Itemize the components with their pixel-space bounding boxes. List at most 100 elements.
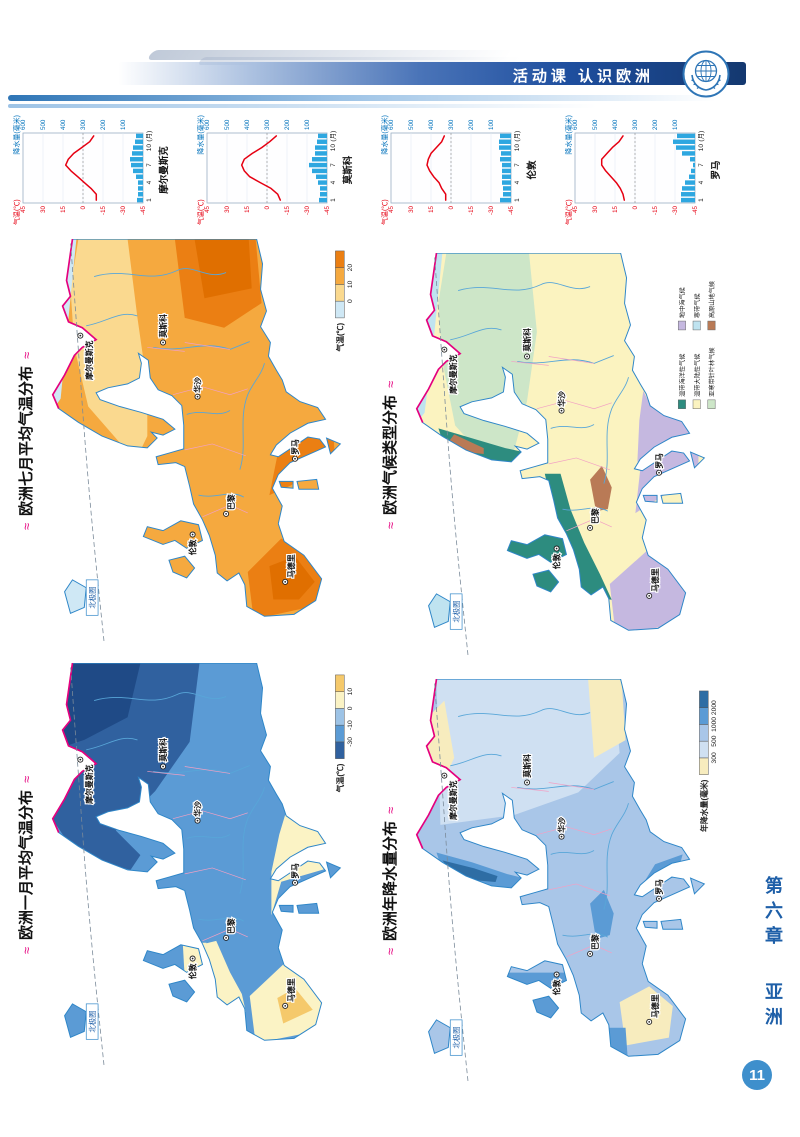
svg-text:500: 500: [592, 119, 599, 130]
svg-text:巴黎: 巴黎: [226, 918, 236, 934]
map-climate-canvas: 北极圈 摩尔曼斯克 莫斯科 华沙 伦敦 巴黎 罗马 马德里 温带海洋性气候 温带大陆性气候 亚寒带针…: [401, 253, 726, 657]
svg-text:莫斯科: 莫斯科: [522, 328, 532, 353]
climate-chart-block-3: 气温(℃) 降水量(毫米) 45 600 30 500 15 400 0 300 -15 200 -30…: [377, 112, 561, 228]
climate-chart-block-1: 气温(℃) 降水量(毫米) 45 600 30 500 15 400 0 300 -15 200 -30…: [9, 112, 193, 228]
header-title: 活动课 认识欧洲: [512, 68, 654, 85]
title-decoration: ≈: [383, 806, 398, 814]
svg-text:巴黎: 巴黎: [590, 934, 600, 950]
climate-chart-london: 气温(℃) 降水量(毫米) 45 600 30 500 15 400 0 300 -15 200 -30…: [377, 112, 561, 228]
svg-text:华沙: 华沙: [556, 817, 566, 833]
map-july-title: ≈ 欧洲七月平均气温分布 ≈: [16, 239, 37, 643]
svg-text:200: 200: [100, 119, 107, 130]
climate-chart-block-4: 气温(℃) 降水量(毫米) 45 600 30 500 15 400 0 300 -15 200 -30…: [561, 112, 745, 228]
svg-text:45: 45: [572, 205, 579, 212]
header-bar: 活动课 认识欧洲: [118, 62, 746, 85]
svg-text:500: 500: [711, 735, 718, 746]
svg-text:巴黎: 巴黎: [226, 494, 236, 510]
svg-text:10: 10: [514, 144, 521, 152]
svg-text:伦敦: 伦敦: [526, 160, 538, 180]
svg-text:高原山地气候: 高原山地气候: [708, 281, 716, 318]
svg-text:莫斯科: 莫斯科: [158, 314, 168, 339]
decorative-rule-top: [8, 95, 746, 101]
svg-text:(月): (月): [145, 131, 153, 142]
svg-text:伦敦: 伦敦: [552, 979, 562, 995]
svg-text:伦敦: 伦敦: [188, 963, 198, 979]
svg-text:400: 400: [60, 119, 67, 130]
svg-text:亚寒带针叶林气候: 亚寒带针叶林气候: [708, 347, 716, 397]
svg-text:气温(℃): 气温(℃): [196, 199, 205, 225]
svg-text:1: 1: [514, 198, 521, 202]
svg-text:10: 10: [347, 688, 354, 696]
svg-text:-30: -30: [347, 737, 354, 747]
svg-text:400: 400: [428, 119, 435, 130]
svg-text:莫斯科: 莫斯科: [342, 155, 354, 185]
svg-text:罗马: 罗马: [711, 160, 722, 179]
decorative-rule-bottom: [8, 104, 648, 108]
un-emblem-icon: [682, 50, 730, 98]
svg-text:摩尔曼斯克: 摩尔曼斯克: [84, 340, 94, 379]
climate-chart-murmansk: 气温(℃) 降水量(毫米) 45 600 30 500 15 400 0 300 -15 200 -30…: [9, 112, 193, 228]
map-climate-title: ≈ 欧洲气候类型分布 ≈: [380, 253, 401, 657]
chapter-label: 第六章: [763, 876, 783, 951]
title-decoration: ≈: [19, 351, 34, 359]
svg-text:马德里: 马德里: [286, 978, 296, 1002]
svg-text:30: 30: [408, 205, 415, 212]
svg-text:7: 7: [146, 163, 153, 167]
svg-text:4: 4: [698, 180, 705, 184]
svg-text:降水量(毫米): 降水量(毫米): [564, 115, 573, 155]
svg-text:1000: 1000: [711, 717, 718, 732]
svg-text:-45: -45: [692, 205, 699, 215]
svg-text:300: 300: [632, 119, 639, 130]
svg-text:巴黎: 巴黎: [590, 508, 600, 524]
svg-text:温带大陆性气候: 温带大陆性气候: [693, 354, 701, 397]
svg-text:北极圈: 北极圈: [88, 1011, 97, 1033]
svg-text:气温(℃): 气温(℃): [12, 199, 21, 225]
svg-text:气温(℃): 气温(℃): [564, 199, 573, 225]
title-decoration: ≈: [383, 380, 398, 388]
svg-text:200: 200: [468, 119, 475, 130]
svg-text:气温(℃): 气温(℃): [380, 199, 389, 225]
svg-text:温带海洋性气候: 温带海洋性气候: [679, 354, 687, 397]
svg-text:30: 30: [224, 205, 231, 212]
svg-text:降水量(毫米): 降水量(毫米): [196, 115, 205, 155]
svg-text:7: 7: [698, 163, 705, 167]
title-decoration: ≈: [383, 948, 398, 956]
svg-text:300: 300: [448, 119, 455, 130]
svg-text:45: 45: [20, 205, 27, 212]
map-july-block: ≈ 欧洲七月平均气温分布 ≈ 北极圈 摩尔曼斯克 莫斯科 华沙 伦敦 巴黎 罗马 马德里 0 10 20…: [16, 239, 362, 643]
svg-text:华沙: 华沙: [192, 801, 202, 817]
svg-text:气温(℃): 气温(℃): [335, 763, 345, 793]
svg-text:45: 45: [204, 205, 211, 212]
svg-text:年降水量(毫米): 年降水量(毫米): [699, 779, 709, 832]
svg-text:-30: -30: [304, 205, 311, 215]
svg-text:北极圈: 北极圈: [88, 587, 97, 609]
map-precip-block: ≈ 欧洲年降水量分布 ≈ 北极圈 摩尔曼斯克 莫斯科 华沙 伦敦 巴黎 罗马 马德里 300 500 1…: [380, 679, 726, 1083]
svg-text:1: 1: [698, 198, 705, 202]
svg-text:200: 200: [652, 119, 659, 130]
svg-text:罗马: 罗马: [291, 439, 300, 455]
svg-text:北极圈: 北极圈: [452, 601, 461, 623]
map-climate-block: ≈ 欧洲气候类型分布 ≈ 北极圈 摩尔曼斯克 莫斯科 华沙 伦敦 巴黎 罗马 马德里 温带海洋性气候…: [380, 253, 726, 657]
svg-text:气温(℃): 气温(℃): [335, 322, 345, 352]
svg-text:莫斯科: 莫斯科: [522, 754, 532, 779]
svg-text:500: 500: [40, 119, 47, 130]
svg-text:100: 100: [304, 119, 311, 130]
svg-text:-10: -10: [347, 720, 354, 730]
svg-text:100: 100: [672, 119, 679, 130]
svg-text:0: 0: [264, 205, 271, 209]
map-january-block: ≈ 欧洲一月平均气温分布 ≈ 北极圈 摩尔曼斯克 莫斯科 华沙 伦敦 巴黎 罗马 马德里 -30 -1…: [16, 663, 362, 1067]
svg-text:马德里: 马德里: [286, 554, 296, 578]
map-precip-canvas: 北极圈 摩尔曼斯克 莫斯科 华沙 伦敦 巴黎 罗马 马德里 300 500 1000 2000 年降水量…: [401, 679, 726, 1083]
svg-text:-15: -15: [100, 205, 107, 215]
svg-text:0: 0: [80, 205, 87, 209]
svg-text:0: 0: [448, 205, 455, 209]
svg-text:马德里: 马德里: [650, 568, 660, 592]
svg-text:-45: -45: [508, 205, 515, 215]
svg-text:4: 4: [514, 180, 521, 184]
svg-text:30: 30: [40, 205, 47, 212]
svg-text:摩尔曼斯克: 摩尔曼斯克: [448, 780, 458, 819]
svg-text:北极圈: 北极圈: [452, 1027, 461, 1049]
svg-text:15: 15: [428, 205, 435, 212]
svg-text:1: 1: [146, 198, 153, 202]
